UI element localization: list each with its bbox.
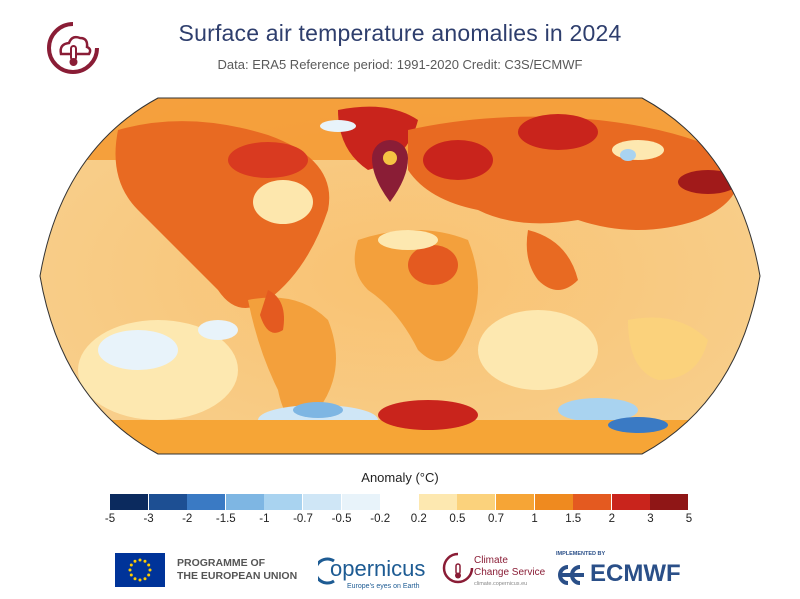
- c3s-label: Climate Change Service: [474, 555, 545, 579]
- ecmwf-logo-icon: [558, 565, 584, 585]
- color-scale-segment: [341, 494, 380, 510]
- color-scale-tick: 1.5: [565, 513, 582, 525]
- color-scale-tick: -0.2: [370, 513, 391, 525]
- color-scale-segment: [457, 494, 496, 510]
- location-pin-icon: [372, 140, 408, 202]
- color-scale-tick: -3: [143, 513, 154, 525]
- color-scale-segment: [264, 494, 303, 510]
- color-scale-segment: [534, 494, 573, 510]
- eu-flag-icon: [115, 553, 165, 587]
- map-title: Surface air temperature anomalies in 202…: [178, 20, 622, 46]
- c3s-line2: Change Service: [474, 567, 546, 578]
- eu-programme-label: PROGRAMME OF THE EUROPEAN UNION: [177, 557, 297, 583]
- ecmwf-logo-text: ECMWF: [590, 560, 681, 587]
- copernicus-tagline: Europe's eyes on Earth: [347, 583, 420, 590]
- color-scale-tick: 0.5: [449, 513, 466, 525]
- color-scale-tick: 3: [647, 513, 654, 525]
- color-scale-tick: -1: [259, 513, 270, 525]
- color-scale-segment: [302, 494, 341, 510]
- color-scale-tick: 2: [608, 513, 615, 525]
- color-scale-segment: [187, 494, 226, 510]
- c3s-url: climate.copernicus.eu: [474, 581, 528, 587]
- color-scale-segment: [380, 494, 419, 510]
- color-scale-segment: [611, 494, 650, 510]
- legend-title: Anomaly (°C): [361, 470, 439, 485]
- color-scale-segment: [573, 494, 612, 510]
- color-scale-segment: [225, 494, 264, 510]
- eu-line1: PROGRAMME OF: [177, 557, 266, 569]
- color-scale-tick: -2: [182, 513, 193, 525]
- color-scale-tick: 1: [531, 513, 538, 525]
- color-scale-segment: [148, 494, 187, 510]
- copernicus-logo-text: opernicus: [330, 556, 426, 581]
- eu-line2: THE EUROPEAN UNION: [177, 570, 298, 582]
- color-scale-tick: -0.5: [331, 513, 352, 525]
- color-scale-tick: 5: [685, 513, 693, 525]
- color-scale-tick: -0.7: [293, 513, 313, 525]
- color-scale-tick: -5: [104, 513, 116, 525]
- c3s-thermometer-logo: [47, 22, 99, 74]
- color-scale-tick: 0.7: [488, 513, 504, 525]
- color-scale-segment: [110, 494, 148, 510]
- temperature-anomaly-map: [39, 97, 761, 455]
- color-scale-segment: [418, 494, 457, 510]
- color-scale: [110, 494, 689, 510]
- color-scale-tick: 0.2: [410, 513, 427, 525]
- copernicus-c-icon: [318, 557, 335, 585]
- color-scale-segment: [495, 494, 534, 510]
- color-scale-tick: -1.5: [215, 513, 236, 525]
- c3s-line1: Climate: [474, 555, 508, 566]
- implemented-by-label: IMPLEMENTED BY: [556, 551, 606, 557]
- c3s-logo-icon: [442, 552, 474, 584]
- map-subtitle: Data: ERA5 Reference period: 1991-2020 C…: [217, 57, 583, 72]
- color-scale-segment: [650, 494, 689, 510]
